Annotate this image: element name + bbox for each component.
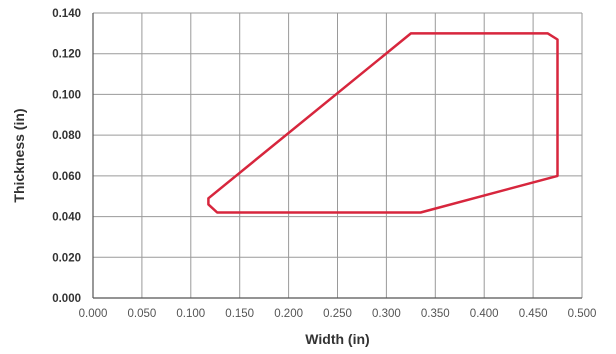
x-tick-label: 0.200 [274, 308, 303, 320]
y-tick-label: 0.060 [52, 171, 81, 183]
x-tick-label: 0.150 [225, 308, 254, 320]
axes [92, 13, 582, 299]
x-tick-labels: 0.000 0.050 0.100 0.150 0.200 0.250 0.300 0.350… [79, 308, 597, 320]
x-tick-label: 0.500 [568, 308, 597, 320]
x-tick-label: 0.450 [519, 308, 548, 320]
x-axis-label: Width (in) [305, 331, 369, 347]
x-tick-label: 0.050 [128, 308, 157, 320]
y-axis-label: Thickness (in) [11, 108, 27, 202]
y-tick-label: 0.140 [52, 8, 81, 20]
series-line-0 [207, 32, 559, 214]
x-tick-label: 0.000 [79, 308, 108, 320]
x-tick-label: 0.250 [323, 308, 352, 320]
y-tick-label: 0.020 [52, 252, 81, 264]
series-layer [207, 32, 559, 214]
x-tick-label: 0.100 [176, 308, 205, 320]
y-tick-label: 0.080 [52, 130, 81, 142]
grid [93, 12, 583, 298]
x-tick-label: 0.350 [421, 308, 450, 320]
y-tick-label: 0.100 [52, 89, 81, 101]
y-tick-label: 0.040 [52, 212, 81, 224]
y-tick-label: 0.000 [52, 293, 81, 305]
y-tick-labels: 0.000 0.020 0.040 0.060 0.080 0.100 0.120 0.140 [52, 8, 81, 305]
x-tick-label: 0.300 [372, 308, 401, 320]
y-tick-label: 0.120 [52, 49, 81, 61]
x-tick-label: 0.400 [470, 308, 499, 320]
